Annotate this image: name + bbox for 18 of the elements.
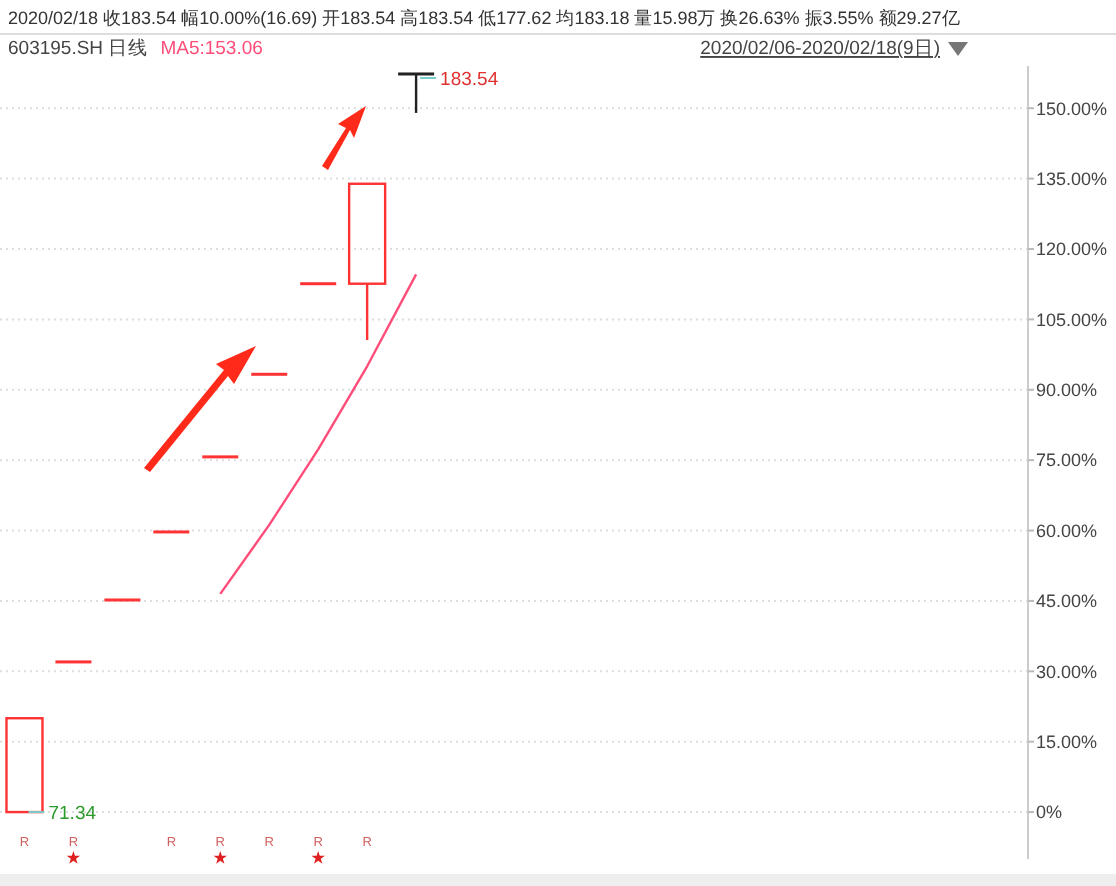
y-tick-label: 60.00% xyxy=(1036,520,1098,541)
y-tick-label: 75.00% xyxy=(1036,450,1098,471)
y-tick-label: 15.00% xyxy=(1036,731,1098,752)
y-tick-label: 90.00% xyxy=(1036,380,1098,401)
chart-subtitle: 603195.SH 日线 xyxy=(8,38,149,60)
chart-title: 2020/02/18 收183.54 幅10.00%(16.69) 开183.54 高183.54 低177.62 均183.18 量15.98万 换26.63% 振3.55% 额29.27亿 xyxy=(8,8,960,28)
y-tick-label: 150.00% xyxy=(1036,98,1108,119)
text: 2020/02/06-2020/02/18(9日) xyxy=(700,38,940,60)
y-tick-label: 105.00% xyxy=(1036,309,1108,330)
text: MA5:153.06 xyxy=(160,38,263,60)
y-tick-label: 30.00% xyxy=(1036,661,1098,682)
annotation: 183.54 xyxy=(440,68,499,91)
y-tick-label: 120.00% xyxy=(1036,239,1108,260)
y-tick-label: 135.00% xyxy=(1036,168,1108,189)
y-tick-label: 0% xyxy=(1036,802,1063,823)
y-tick-label: 45.00% xyxy=(1036,591,1098,612)
line-series xyxy=(219,273,418,596)
annotation: 71.34 xyxy=(48,802,97,825)
